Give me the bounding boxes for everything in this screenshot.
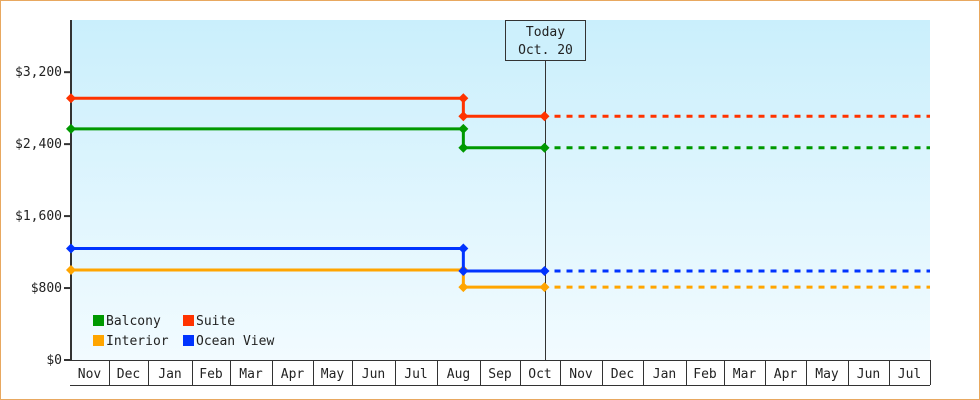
x-tick-label: Jun [362,367,385,382]
x-tick-label: Dec [117,367,140,382]
series-line-balcony [71,127,545,150]
legend-swatch [183,335,194,346]
data-point-balcony [458,142,469,153]
data-point-interior [539,282,550,293]
x-tick-label: Oct [528,367,551,382]
today-label-box [505,20,586,61]
legend-label: Suite [196,314,235,329]
data-point-ocean-view [458,243,469,254]
legend-label: Balcony [106,314,161,329]
today-date-label: Oct. 20 [518,43,573,58]
data-point-suite [458,93,469,104]
data-point-suite [66,93,76,104]
x-tick-label: Apr [281,367,305,382]
x-tick-label: May [321,367,345,382]
data-point-ocean-view [458,265,469,276]
y-tick-label: $0 [46,353,62,368]
x-tick-label: Sep [488,367,512,382]
today-label: Today [526,25,565,40]
data-point-balcony [66,123,76,134]
plot-area [71,20,930,360]
x-tick-label: Jul [404,367,427,382]
x-tick-label: Jun [857,367,880,382]
x-tick-label: Jan [653,367,676,382]
x-tick-label: Dec [611,367,634,382]
legend-swatch [93,335,104,346]
data-point-ocean-view [66,243,76,254]
x-tick-label: Nov [569,367,593,382]
x-tick-label: Mar [239,367,263,382]
series-line-interior [71,268,545,289]
legend-swatch [183,315,194,326]
data-point-balcony [539,142,550,153]
legend-label: Interior [106,334,169,349]
legend-swatch [93,315,104,326]
data-point-suite [458,111,469,122]
x-tick-label: Nov [78,367,102,382]
x-tick-label: Mar [733,367,757,382]
data-point-ocean-view [539,265,550,276]
series-line-suite [71,96,545,118]
x-tick-label: Jul [898,367,921,382]
data-point-balcony [458,123,469,134]
x-tick-label: Feb [199,367,223,382]
legend-label: Ocean View [196,334,274,349]
series-line-ocean-view [71,246,545,273]
x-tick-label: Jan [158,367,181,382]
y-tick-label: $1,600 [15,209,62,224]
data-point-interior [458,282,469,293]
data-point-suite [539,111,550,122]
data-point-interior [66,265,76,276]
y-tick-label: $800 [31,281,62,296]
y-tick-label: $3,200 [15,65,62,80]
x-tick-label: Aug [447,367,470,382]
x-tick-label: Apr [774,367,798,382]
x-tick-label: May [815,367,839,382]
x-tick-label: Feb [693,367,717,382]
y-tick-label: $2,400 [15,137,62,152]
